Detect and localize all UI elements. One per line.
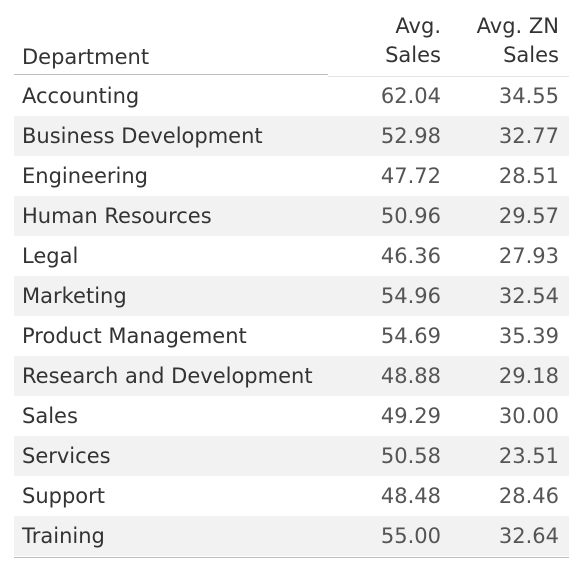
avg-zn-sales-cell: 27.93 (498, 244, 559, 268)
table-row[interactable]: Business Development 52.98 32.77 (14, 116, 569, 156)
avg-sales-cell: 48.48 (380, 484, 441, 508)
avg-zn-sales-cell: 32.54 (498, 284, 559, 308)
avg-zn-sales-cell: 23.51 (498, 444, 559, 468)
department-cell: Support (22, 484, 106, 508)
department-sales-table: Department Avg. Sales Avg. ZN Sales Acco… (14, 4, 569, 558)
header-divider-numeric (328, 76, 569, 77)
avg-sales-cell: 54.96 (380, 284, 441, 308)
avg-zn-sales-cell: 28.51 (498, 164, 559, 188)
table-row[interactable]: Legal 46.36 27.93 (14, 236, 569, 276)
table-row[interactable]: Services 50.58 23.51 (14, 436, 569, 476)
table-row[interactable]: Training 55.00 32.64 (14, 516, 569, 556)
department-cell: Human Resources (22, 204, 212, 228)
table-row[interactable]: Product Management 54.69 35.39 (14, 316, 569, 356)
avg-sales-cell: 55.00 (380, 524, 441, 548)
department-cell: Product Management (22, 324, 247, 348)
table-body: Accounting 62.04 34.55 Business Development… (14, 76, 569, 556)
department-cell: Marketing (22, 284, 127, 308)
table-row[interactable]: Support 48.48 28.46 (14, 476, 569, 516)
avg-zn-sales-cell: 29.57 (498, 204, 559, 228)
header-divider (14, 74, 328, 75)
department-cell: Legal (22, 244, 79, 268)
avg-zn-sales-cell: 34.55 (498, 84, 559, 108)
avg-sales-header-line2: Sales (385, 43, 441, 67)
avg-sales-cell: 50.96 (380, 204, 441, 228)
avg-zn-sales-cell: 28.46 (498, 484, 559, 508)
table-row[interactable]: Sales 49.29 30.00 (14, 396, 569, 436)
department-column-header[interactable]: Department (22, 45, 150, 69)
avg-sales-cell: 52.98 (380, 124, 441, 148)
table-row[interactable]: Marketing 54.96 32.54 (14, 276, 569, 316)
table-row[interactable]: Engineering 47.72 28.51 (14, 156, 569, 196)
avg-zn-sales-cell: 35.39 (498, 324, 559, 348)
avg-zn-sales-header-line1: Avg. ZN (476, 14, 559, 38)
avg-sales-cell: 49.29 (380, 404, 441, 428)
avg-sales-header-line1: Avg. (395, 14, 441, 38)
table-header: Department Avg. Sales Avg. ZN Sales (14, 4, 569, 77)
avg-zn-sales-cell: 32.64 (498, 524, 559, 548)
avg-sales-cell: 62.04 (380, 84, 441, 108)
department-cell: Services (22, 444, 111, 468)
avg-zn-sales-cell: 32.77 (498, 124, 559, 148)
department-cell: Training (22, 524, 105, 548)
avg-sales-cell: 54.69 (380, 324, 441, 348)
avg-sales-cell: 48.88 (380, 364, 441, 388)
avg-sales-cell: 46.36 (380, 244, 441, 268)
avg-zn-sales-header-line2: Sales (503, 43, 559, 67)
table-row[interactable]: Accounting 62.04 34.55 (14, 76, 569, 116)
department-cell: Engineering (22, 164, 148, 188)
avg-sales-cell: 47.72 (380, 164, 441, 188)
table-bottom-divider (14, 557, 569, 558)
avg-sales-cell: 50.58 (380, 444, 441, 468)
avg-zn-sales-column-header[interactable]: Avg. ZN Sales (477, 12, 559, 70)
avg-sales-column-header[interactable]: Avg. Sales (385, 12, 441, 70)
avg-zn-sales-cell: 29.18 (498, 364, 559, 388)
table-row[interactable]: Research and Development 48.88 29.18 (14, 356, 569, 396)
department-cell: Accounting (22, 84, 140, 108)
department-cell: Research and Development (22, 364, 313, 388)
table-row[interactable]: Human Resources 50.96 29.57 (14, 196, 569, 236)
avg-zn-sales-cell: 30.00 (498, 404, 559, 428)
department-cell: Business Development (22, 124, 263, 148)
department-cell: Sales (22, 404, 78, 428)
